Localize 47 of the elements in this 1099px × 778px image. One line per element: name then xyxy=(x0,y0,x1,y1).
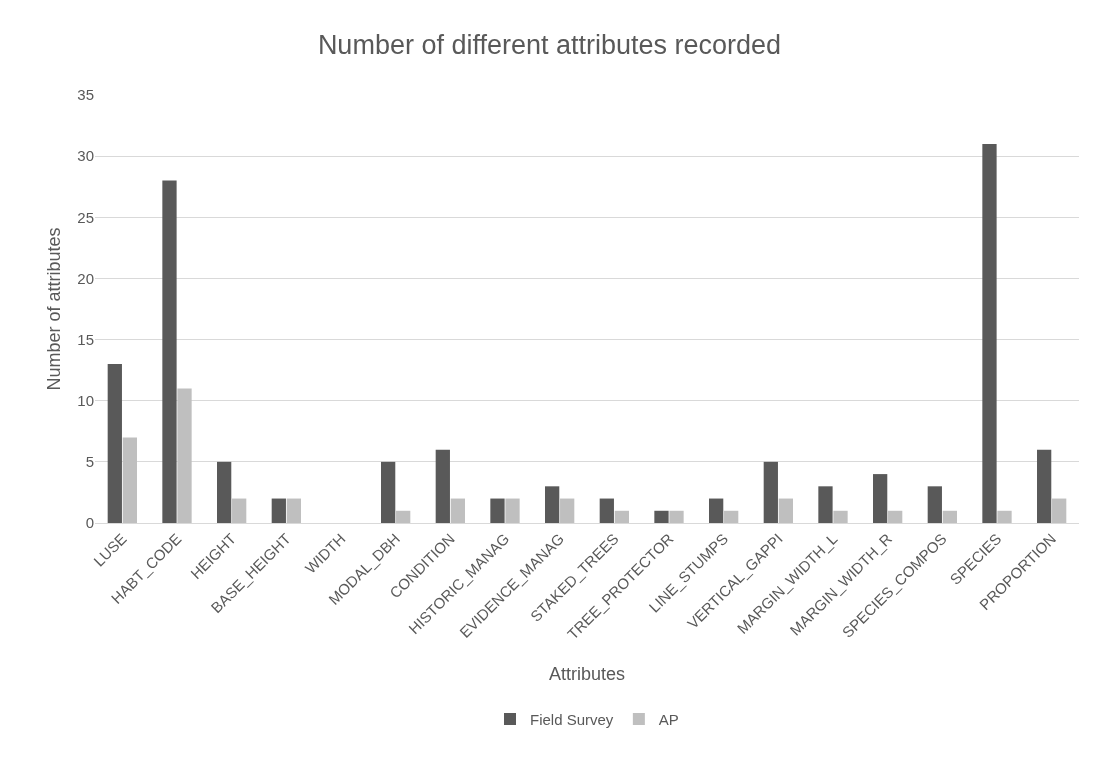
bar xyxy=(286,498,301,523)
y-tick-label: 5 xyxy=(85,453,94,471)
bar xyxy=(669,510,684,523)
bar xyxy=(942,510,957,523)
y-tick-label: 30 xyxy=(77,147,94,165)
bar xyxy=(763,461,778,523)
bar xyxy=(271,498,286,523)
bar xyxy=(490,498,505,523)
bar xyxy=(107,364,122,523)
bar xyxy=(122,437,137,523)
bar xyxy=(450,498,465,523)
y-tick-label: 35 xyxy=(77,86,94,104)
bar xyxy=(982,143,997,523)
y-tick-label: 10 xyxy=(77,391,94,409)
bar xyxy=(654,510,669,523)
legend-label: AP xyxy=(658,710,679,728)
bar xyxy=(381,461,396,523)
y-tick-label: 0 xyxy=(85,514,94,532)
bar xyxy=(560,498,575,523)
bar xyxy=(599,498,614,523)
x-axis-title: Attributes xyxy=(548,663,626,684)
bar xyxy=(396,510,411,523)
bar xyxy=(724,510,739,523)
bar xyxy=(709,498,724,523)
bar xyxy=(177,388,192,523)
bar xyxy=(232,498,247,523)
bar xyxy=(997,510,1012,523)
bar xyxy=(614,510,629,523)
bar xyxy=(818,486,833,523)
bar xyxy=(505,498,520,523)
bar xyxy=(927,486,942,523)
bar xyxy=(162,180,177,523)
bar xyxy=(778,498,793,523)
bar xyxy=(888,510,903,523)
chart-title: Number of different attributes recorded xyxy=(317,29,782,60)
bar xyxy=(435,449,450,523)
y-tick-label: 25 xyxy=(77,208,94,226)
bar xyxy=(217,461,232,523)
legend-label: Field Survey xyxy=(530,710,614,728)
bar xyxy=(1052,498,1067,523)
y-axis-title: Number of attributes xyxy=(43,227,64,391)
y-tick-label: 20 xyxy=(77,269,94,287)
bar xyxy=(545,486,560,523)
bar xyxy=(1037,449,1052,523)
y-tick-label: 15 xyxy=(77,330,94,348)
bar xyxy=(873,474,888,523)
bar xyxy=(833,510,848,523)
